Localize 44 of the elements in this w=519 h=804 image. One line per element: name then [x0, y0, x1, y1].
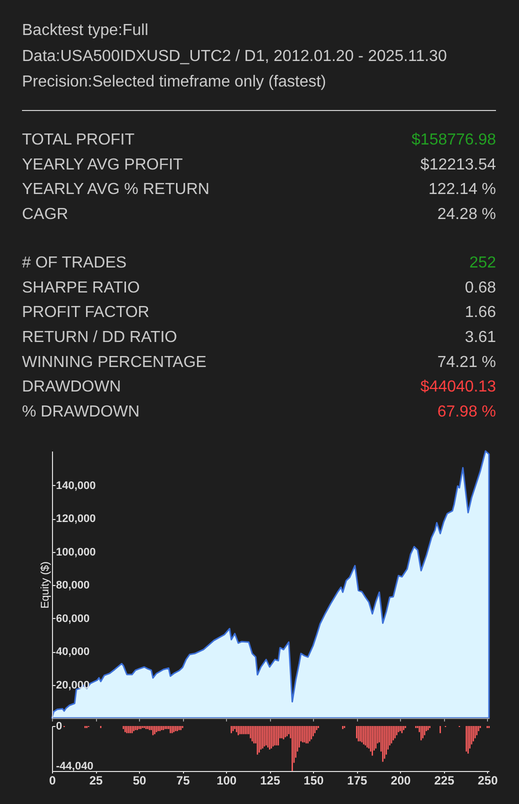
- y-tick-label: 40,000: [56, 646, 90, 658]
- x-tick-label: 200: [390, 774, 412, 788]
- category-label: YEARLY AVG % RETURN: [22, 181, 210, 198]
- y-tick-label: 100,000: [56, 546, 96, 558]
- x-tick-label: 175: [347, 774, 368, 788]
- category-label: % DRAWDOWN: [22, 404, 140, 421]
- x-tick-label: 125: [260, 774, 280, 788]
- y-tick-label: 120,000: [56, 513, 96, 526]
- y-axis-title: Equity ($): [40, 561, 52, 609]
- category-label: CAGR: [22, 206, 68, 224]
- text: $44040.13: [420, 378, 496, 396]
- x-tick-label: 25: [89, 774, 104, 788]
- text: Precision:Selected timeframe only (fastest): [22, 74, 326, 91]
- x-tick-label: 225: [434, 774, 455, 788]
- text: Data:USA500IDXUSD_UTC2 / D1, 2012.01.20 - 2025.11.30: [22, 48, 447, 65]
- y-tick-label: 0: [56, 720, 62, 732]
- text: 1.66: [464, 304, 496, 322]
- category-label: DRAWDOWN: [22, 378, 121, 396]
- text: Backtest type:Full: [22, 22, 148, 39]
- x-tick-label: 150: [304, 774, 324, 788]
- x-tick-label: 75: [176, 774, 190, 788]
- text: 122.14 %: [428, 181, 496, 198]
- category-label: WINNING PERCENTAGE: [22, 354, 206, 371]
- text: 252: [469, 254, 496, 272]
- y-tick-label: -44,040: [56, 760, 94, 772]
- text: 3.61: [464, 329, 496, 346]
- x-tick-label: 250: [478, 774, 498, 788]
- category-label: SHARPE RATIO: [22, 279, 140, 296]
- category-label: YEARLY AVG PROFIT: [22, 156, 184, 174]
- text: 67.98 %: [437, 404, 496, 421]
- x-tick-label: 100: [216, 774, 237, 788]
- text: 74.21 %: [437, 354, 496, 371]
- category-label: PROFIT FACTOR: [22, 304, 150, 322]
- text: $158776.98: [412, 132, 496, 148]
- y-tick-label: 140,000: [56, 480, 96, 492]
- x-tick-label: 50: [132, 774, 147, 788]
- y-tick-label: 60,000: [56, 612, 90, 625]
- text: 0.68: [464, 279, 496, 296]
- category-label: RETURN / DD RATIO: [22, 329, 178, 346]
- text: 24.28 %: [437, 206, 496, 224]
- category-label: TOTAL PROFIT: [22, 132, 135, 148]
- y-tick-label: 80,000: [56, 580, 90, 592]
- category-label: # OF TRADES: [22, 254, 127, 272]
- text: $12213.54: [420, 156, 496, 174]
